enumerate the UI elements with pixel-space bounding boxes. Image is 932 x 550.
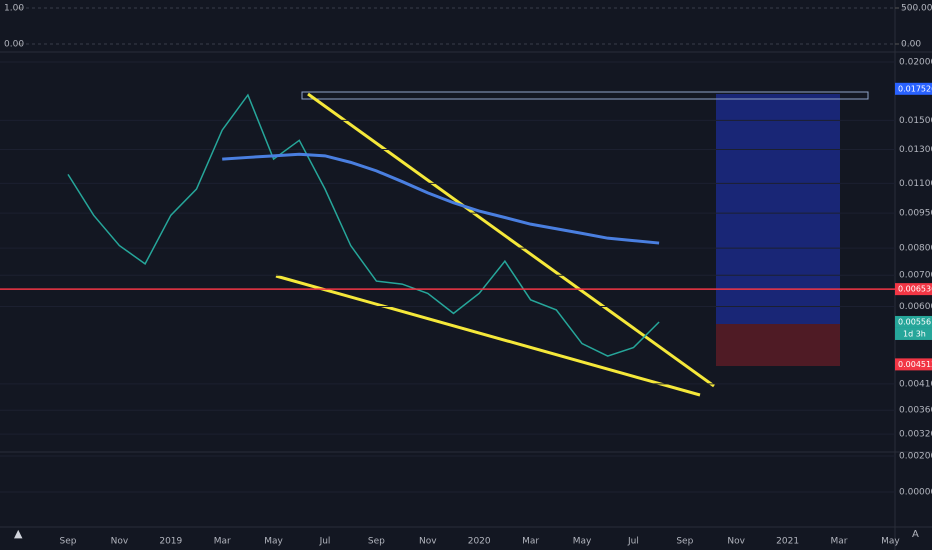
- y-tick-label: 0.003600: [899, 406, 932, 416]
- price-label-box: [895, 358, 932, 371]
- auto-scale-button[interactable]: A: [912, 529, 919, 540]
- y-tick-label: 0.008000: [899, 244, 932, 254]
- y-tick-label: 0.011000: [899, 179, 932, 189]
- logo: ▲: [14, 527, 23, 540]
- trendline: [275, 274, 701, 397]
- x-tick-label: Nov: [111, 537, 129, 547]
- y-tick-label: 0.003200: [899, 430, 932, 440]
- price-line: [222, 152, 660, 245]
- price-label-box: [895, 283, 932, 296]
- x-tick-label: Mar: [214, 537, 231, 547]
- target-zone: [716, 94, 840, 324]
- y-tick-label: 0.009500: [899, 209, 932, 219]
- x-tick-label: May: [573, 537, 592, 547]
- price-label: 0.006536: [898, 285, 932, 294]
- x-tick-label: May: [264, 537, 283, 547]
- price-label: 0.00556: [898, 317, 931, 326]
- price-label: 0.017526: [898, 84, 932, 93]
- x-tick-label: 2021: [776, 537, 799, 547]
- x-tick-label: Jul: [627, 537, 639, 547]
- countdown-box: [895, 327, 932, 340]
- range-box: [301, 91, 869, 100]
- oscillator-guides: [20, 7, 920, 45]
- y-tick-label: 0.013000: [899, 145, 932, 155]
- x-tick-label: 2020: [468, 537, 491, 547]
- y-tick-label: 0.020000: [899, 57, 932, 67]
- price-line: [67, 93, 660, 357]
- x-tick-label: 2019: [159, 537, 182, 547]
- price-label: 0.004512: [898, 360, 932, 369]
- x-tick-label: Mar: [522, 537, 539, 547]
- y-tick-label: 1.00: [4, 4, 24, 14]
- price-label-box: [895, 315, 932, 328]
- plot-layer: 0.020000 0.015000 0.013000 0.011000 0.009500…: [0, 4, 932, 547]
- y-tick-label: 500.00: [901, 4, 932, 14]
- y-tick-label: 0.004100: [899, 379, 932, 389]
- trendline: [307, 92, 715, 388]
- x-tick-label: Sep: [676, 537, 693, 547]
- countdown: 1d 3h: [903, 329, 926, 338]
- y-tick-label: 0.006000: [899, 302, 932, 312]
- x-tick-label: Sep: [60, 537, 77, 547]
- x-tick-label: Mar: [831, 537, 848, 547]
- stop-zone: [716, 324, 840, 366]
- y-tick-label: 0.00: [901, 40, 921, 50]
- x-tick-label: Nov: [727, 537, 745, 547]
- y-tick-label: 0.015000: [899, 116, 932, 126]
- y-tick-label: 0.002000: [899, 452, 932, 462]
- x-tick-label: Sep: [368, 537, 385, 547]
- x-tick-label: May: [881, 537, 900, 547]
- price-label-box: [895, 82, 932, 95]
- y-tick-label: 0.00: [4, 40, 24, 50]
- y-tick-label: 0.000000: [899, 488, 932, 498]
- x-tick-label: Nov: [419, 537, 437, 547]
- x-tick-label: Jul: [319, 537, 331, 547]
- y-tick-label: 0.007000: [899, 271, 932, 281]
